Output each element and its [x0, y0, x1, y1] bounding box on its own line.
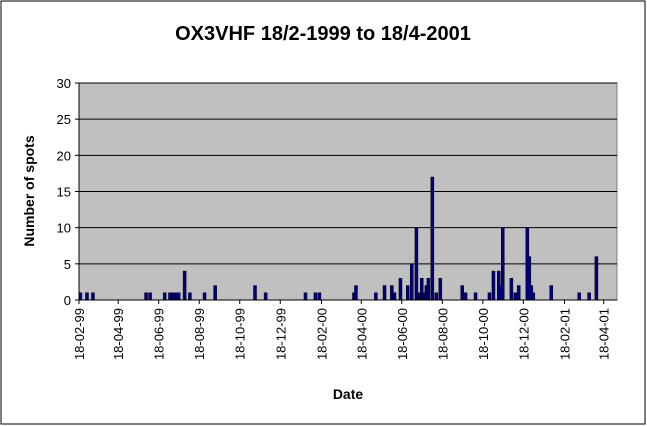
bar: [253, 285, 257, 301]
x-tick-label: 18-08-99: [192, 308, 207, 360]
bar: [430, 176, 435, 301]
bar: [213, 285, 217, 301]
bar: [406, 285, 410, 301]
bar: [176, 292, 181, 301]
x-tick-label: 18-06-00: [395, 308, 410, 360]
x-tick-label: 18-02-00: [314, 308, 329, 360]
chart-title: OX3VHF 18/2-1999 to 18/4-2001: [175, 23, 471, 45]
y-tick-label: 30: [57, 76, 71, 91]
bar: [382, 285, 387, 301]
bar: [303, 292, 308, 301]
bar: [144, 292, 148, 301]
bar: [188, 292, 192, 301]
bar: [313, 292, 318, 301]
bar: [85, 292, 89, 301]
bar: [491, 270, 496, 301]
bar: [148, 292, 152, 301]
bar: [577, 292, 581, 301]
bar: [392, 292, 397, 301]
bar: [460, 285, 464, 301]
bar: [398, 278, 403, 301]
bar: [354, 285, 358, 301]
bar: [509, 278, 514, 301]
y-tick-label: 25: [57, 112, 71, 127]
bar: [434, 292, 439, 301]
x-tick-label: 18-04-01: [597, 308, 612, 360]
bar: [438, 278, 443, 301]
x-tick-label: 18-02-99: [72, 308, 87, 360]
y-tick-label: 10: [57, 221, 71, 236]
bar: [473, 292, 478, 301]
bar: [410, 263, 414, 301]
bar: [317, 292, 322, 301]
bar: [549, 285, 553, 301]
bar: [162, 292, 167, 301]
bar: [594, 256, 599, 301]
bar: [587, 292, 591, 301]
x-tick-label: 18-06-99: [152, 308, 167, 360]
y-tick-label: 0: [64, 293, 71, 308]
x-tick-label: 18-10-00: [476, 308, 491, 360]
bar: [202, 292, 207, 301]
y-tick-label: 5: [64, 257, 71, 272]
y-axis-label: Number of spots: [21, 135, 37, 246]
bar: [182, 270, 187, 301]
x-tick-label: 18-04-00: [354, 308, 369, 360]
x-tick-label: 18-02-01: [558, 308, 573, 360]
bar: [414, 227, 419, 301]
x-tick-label: 18-10-99: [233, 308, 248, 360]
bar: [501, 227, 505, 301]
bar: [531, 292, 536, 301]
x-tick-label: 18-12-99: [273, 308, 288, 360]
bar: [513, 292, 518, 301]
x-tick-label: 18-04-99: [111, 308, 126, 360]
bar: [487, 292, 492, 301]
x-tick-label: 18-12-00: [516, 308, 531, 360]
bar: [91, 292, 95, 301]
bar: [463, 292, 468, 301]
bar: [516, 285, 521, 301]
bar: [170, 292, 175, 301]
y-tick-label: 20: [57, 148, 71, 163]
x-axis-label: Date: [333, 386, 364, 402]
bar: [374, 292, 378, 301]
x-tick-label: 18-08-00: [435, 308, 450, 360]
y-tick-label: 15: [57, 185, 71, 200]
bar: [426, 278, 431, 301]
bar: [263, 292, 268, 301]
